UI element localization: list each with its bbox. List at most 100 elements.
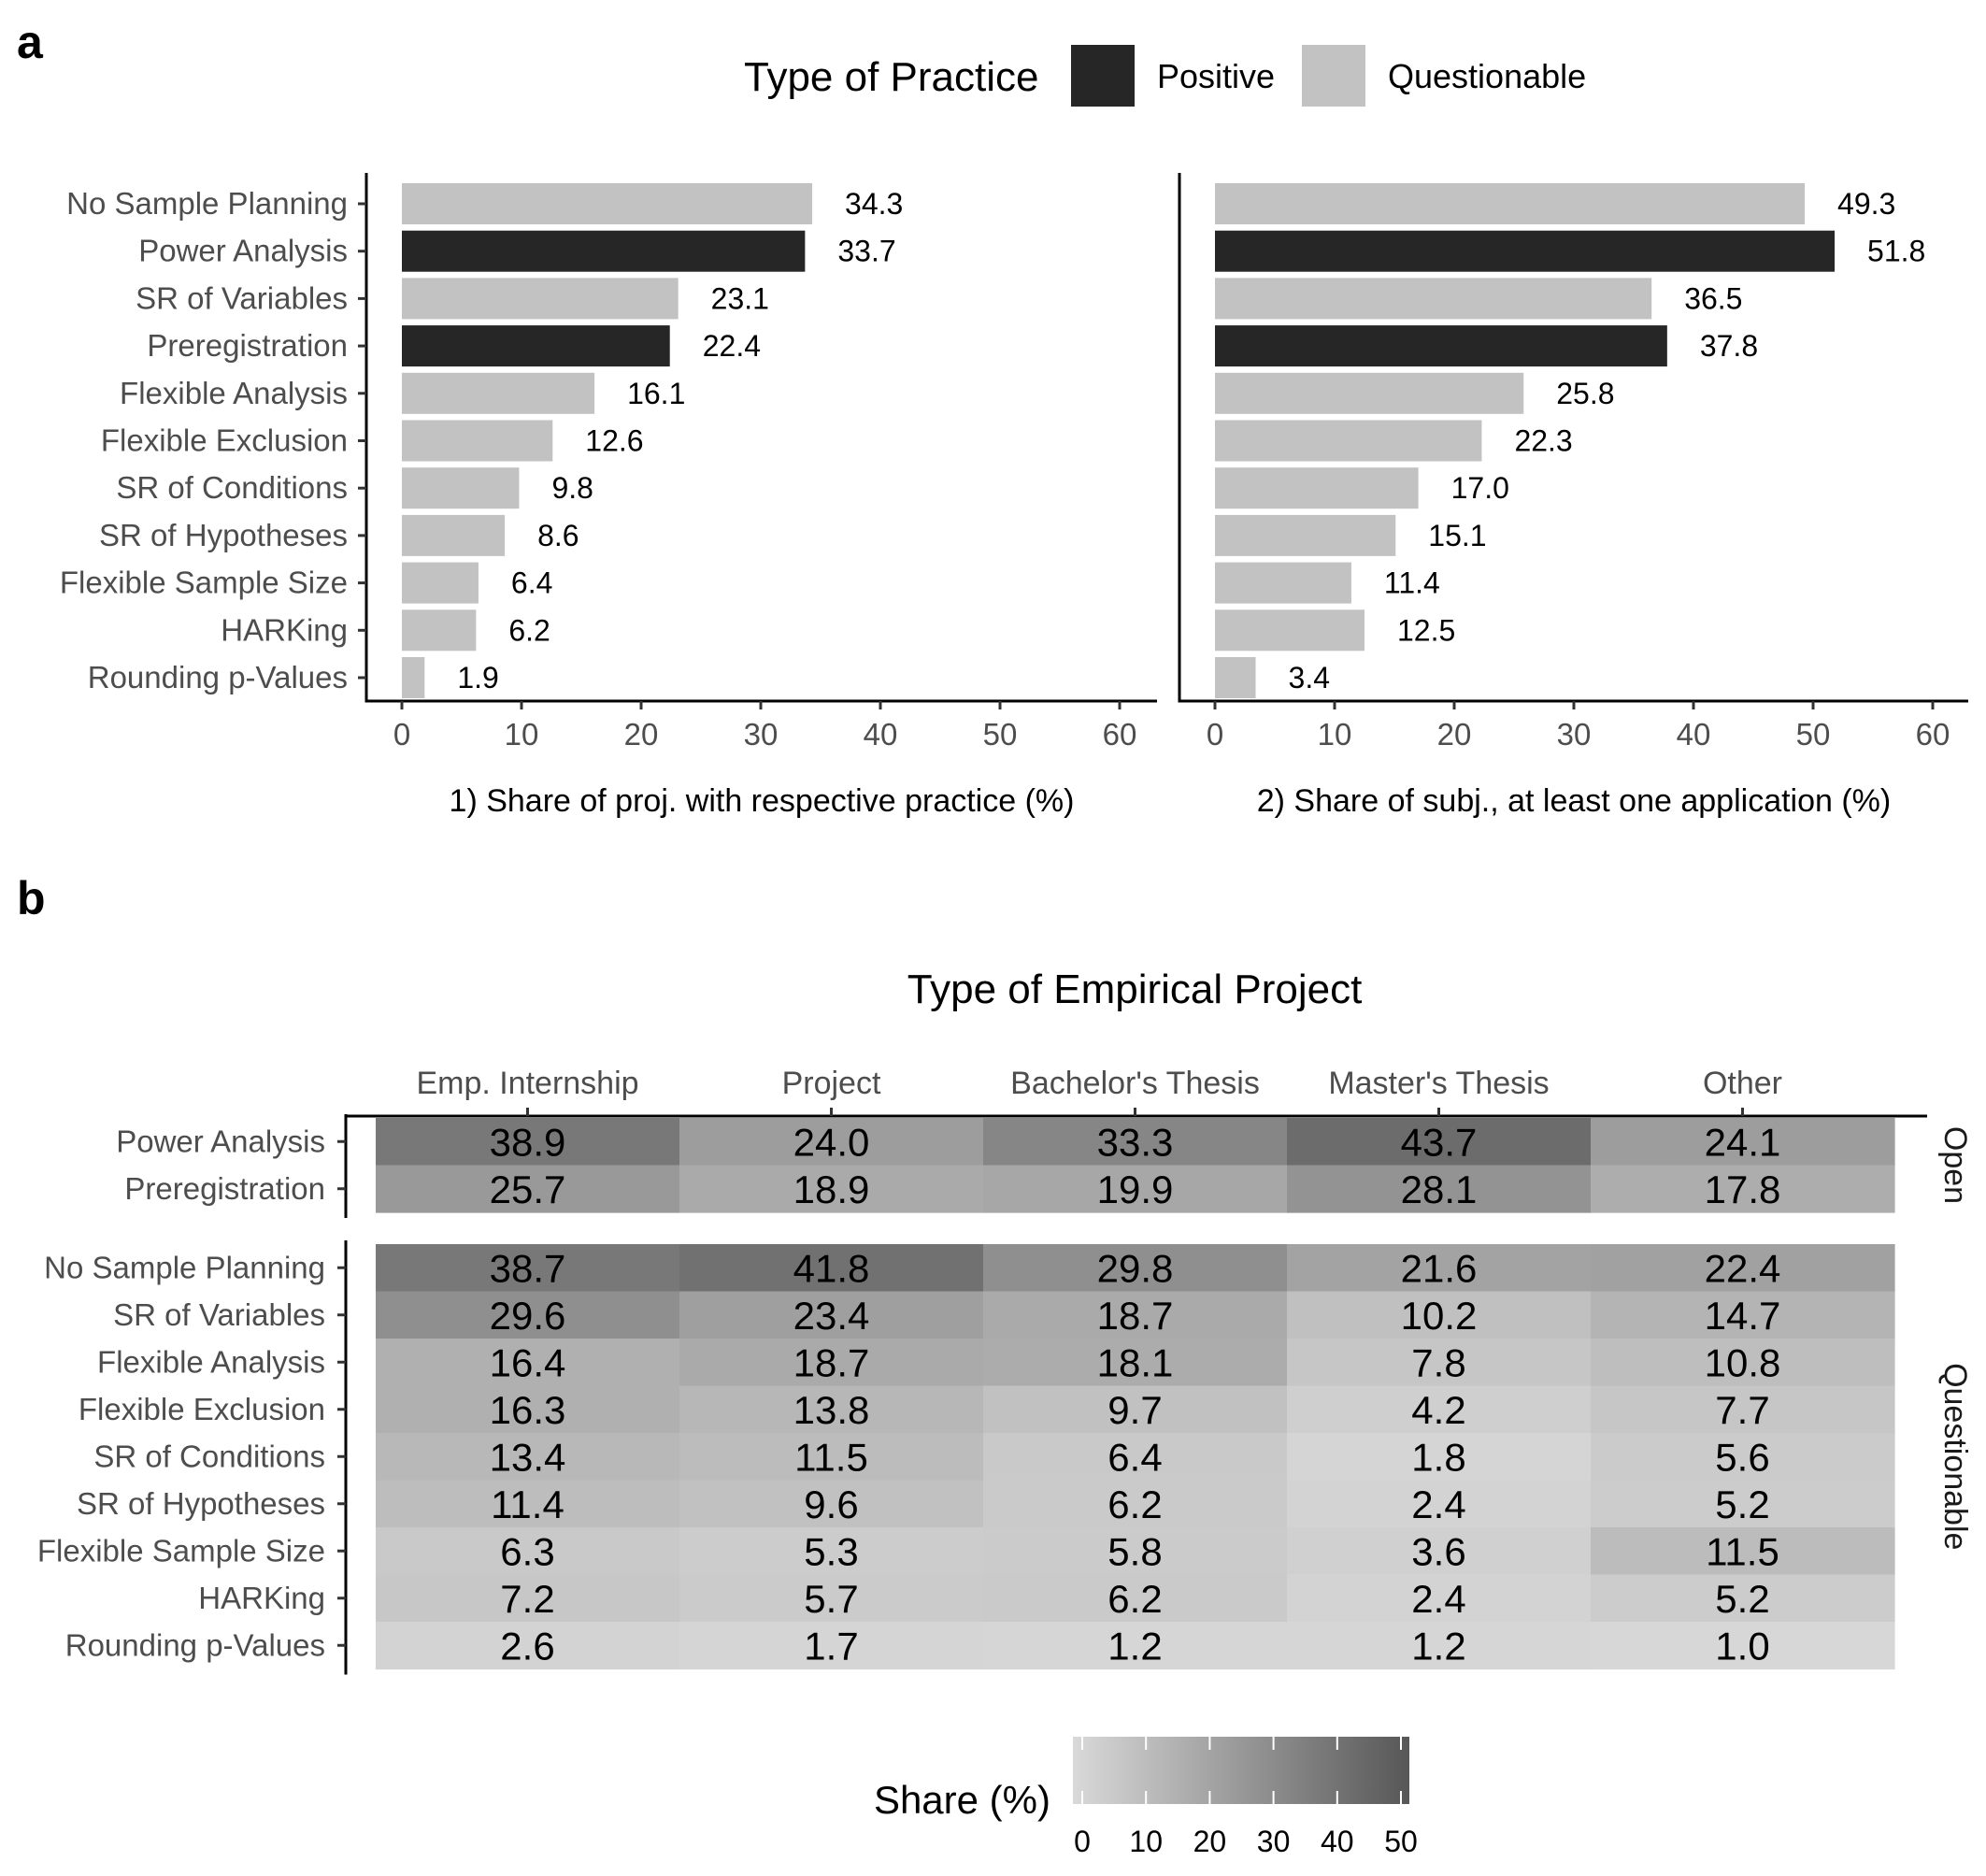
bar	[402, 467, 520, 509]
bar-value-label: 6.2	[508, 613, 550, 647]
category-label: Flexible Analysis	[120, 376, 348, 410]
row-label: SR of Conditions	[93, 1439, 325, 1473]
cell-value-label: 5.2	[1715, 1577, 1769, 1621]
bar	[1215, 278, 1652, 320]
row-label: Rounding p-Values	[65, 1627, 325, 1662]
heatmap-cell	[1591, 1527, 1895, 1576]
cell-value-label: 38.9	[490, 1120, 566, 1164]
cell-value-label: 19.9	[1097, 1167, 1174, 1211]
legend-swatch-positive	[1071, 45, 1135, 107]
cell-value-label: 2.4	[1411, 1577, 1465, 1621]
heatmap-cell	[376, 1527, 680, 1576]
heatmap-cell	[679, 1622, 984, 1670]
heatmap-cell	[376, 1480, 680, 1528]
row-label: Power Analysis	[116, 1124, 325, 1158]
heatmap-cell	[679, 1118, 984, 1167]
cell-value-label: 10.2	[1401, 1294, 1478, 1338]
category-label: SR of Conditions	[116, 470, 348, 505]
bar	[402, 278, 679, 320]
heatmap-cell	[376, 1165, 680, 1213]
bar	[1215, 562, 1351, 604]
cell-value-label: 5.2	[1715, 1482, 1769, 1526]
heatmap-cell	[1287, 1480, 1592, 1528]
cell-value-label: 1.7	[804, 1624, 858, 1668]
heatmap-cell	[1591, 1385, 1895, 1434]
cell-value-label: 6.3	[500, 1529, 554, 1573]
heatmap-cell	[983, 1622, 1288, 1670]
cell-value-label: 14.7	[1705, 1294, 1781, 1338]
bar	[1215, 372, 1524, 414]
heatmap-cell	[1287, 1244, 1592, 1293]
colorbar-tick-label: 0	[1074, 1825, 1091, 1858]
heatmap-body: Emp. Internship Project Bachelor's Thesis M…	[37, 1066, 1973, 1675]
bar-value-label: 25.8	[1556, 377, 1614, 410]
cell-value-label: 25.7	[490, 1167, 566, 1211]
x-tick-label: 30	[1557, 717, 1592, 752]
row-label: HARKing	[198, 1581, 325, 1615]
cell-value-label: 1.0	[1715, 1624, 1769, 1668]
cell-value-label: 5.8	[1107, 1529, 1162, 1573]
category-label: Rounding p-Values	[88, 660, 348, 695]
row-label: Flexible Analysis	[97, 1344, 325, 1379]
cell-value-label: 2.6	[500, 1624, 554, 1668]
bar	[1215, 183, 1806, 224]
x-tick-label: 60	[1916, 717, 1950, 752]
bar	[1215, 325, 1667, 367]
x-tick-label: 20	[624, 717, 659, 752]
x-tick-label: 0	[1207, 717, 1223, 752]
panel-a-letter: a	[17, 16, 44, 68]
column-label: Emp. Internship	[416, 1066, 638, 1101]
cell-value-label: 24.1	[1705, 1120, 1781, 1164]
legend: Type of Practice Positive Questionable	[744, 45, 1586, 107]
legend-title: Type of Practice	[744, 54, 1038, 100]
bar	[1215, 657, 1256, 698]
heatmap: Type of Empirical Project Emp. Internshi…	[37, 967, 1973, 1675]
bar-value-label: 6.4	[511, 566, 552, 600]
cell-value-label: 17.8	[1705, 1167, 1781, 1211]
category-label: Flexible Sample Size	[60, 566, 348, 600]
heatmap-cell	[679, 1433, 984, 1482]
bar	[1215, 467, 1419, 509]
cell-value-label: 13.8	[793, 1388, 870, 1432]
heatmap-cell	[1591, 1480, 1895, 1528]
column-label: Bachelor's Thesis	[1010, 1066, 1260, 1101]
bar	[402, 372, 595, 414]
cell-value-label: 11.5	[794, 1435, 868, 1479]
row-label: No Sample Planning	[44, 1250, 325, 1284]
facet-strip-label: Open	[1937, 1126, 1973, 1204]
bar-value-label: 23.1	[711, 281, 769, 315]
bar-value-label: 34.3	[845, 187, 903, 221]
bar-value-label: 15.1	[1428, 519, 1486, 552]
colorbar-title: Share (%)	[874, 1778, 1050, 1822]
heatmap-cell	[679, 1339, 984, 1387]
colorbar-tick-label: 50	[1384, 1825, 1418, 1858]
colorbar-tick-label: 10	[1129, 1825, 1163, 1858]
heatmap-cell	[1287, 1118, 1592, 1167]
heatmap-cell	[1287, 1165, 1592, 1213]
heatmap-cell	[1591, 1291, 1895, 1339]
cell-value-label: 23.4	[793, 1294, 870, 1338]
bar-value-label: 51.8	[1867, 235, 1925, 268]
heatmap-cell	[376, 1339, 680, 1387]
x-axis-title: 2) Share of subj., at least one applicat…	[1257, 783, 1892, 819]
colorbar-tick-label: 30	[1257, 1825, 1291, 1858]
cell-value-label: 18.1	[1097, 1340, 1174, 1384]
cell-value-label: 13.4	[490, 1435, 566, 1479]
column-label: Master's Thesis	[1328, 1066, 1549, 1101]
category-label: SR of Hypotheses	[99, 518, 348, 552]
cell-value-label: 29.8	[1097, 1246, 1174, 1290]
cell-value-label: 9.6	[804, 1482, 858, 1526]
cell-value-label: 11.5	[1706, 1529, 1779, 1573]
heatmap-cell	[679, 1385, 984, 1434]
category-label: SR of Variables	[136, 280, 348, 315]
heatmap-cell	[983, 1339, 1288, 1387]
cell-value-label: 33.3	[1097, 1120, 1174, 1164]
cell-value-label: 18.7	[1097, 1294, 1174, 1338]
bar	[402, 230, 806, 272]
heatmap-cell	[376, 1385, 680, 1434]
bar-chart-subject-share: 49.3 51.8 36.5 37.8 25.8 22.317.0 15.1 11.4 12.5…	[1178, 173, 1968, 819]
cell-value-label: 24.0	[793, 1120, 870, 1164]
bar	[402, 183, 813, 224]
heatmap-cell	[983, 1291, 1288, 1339]
